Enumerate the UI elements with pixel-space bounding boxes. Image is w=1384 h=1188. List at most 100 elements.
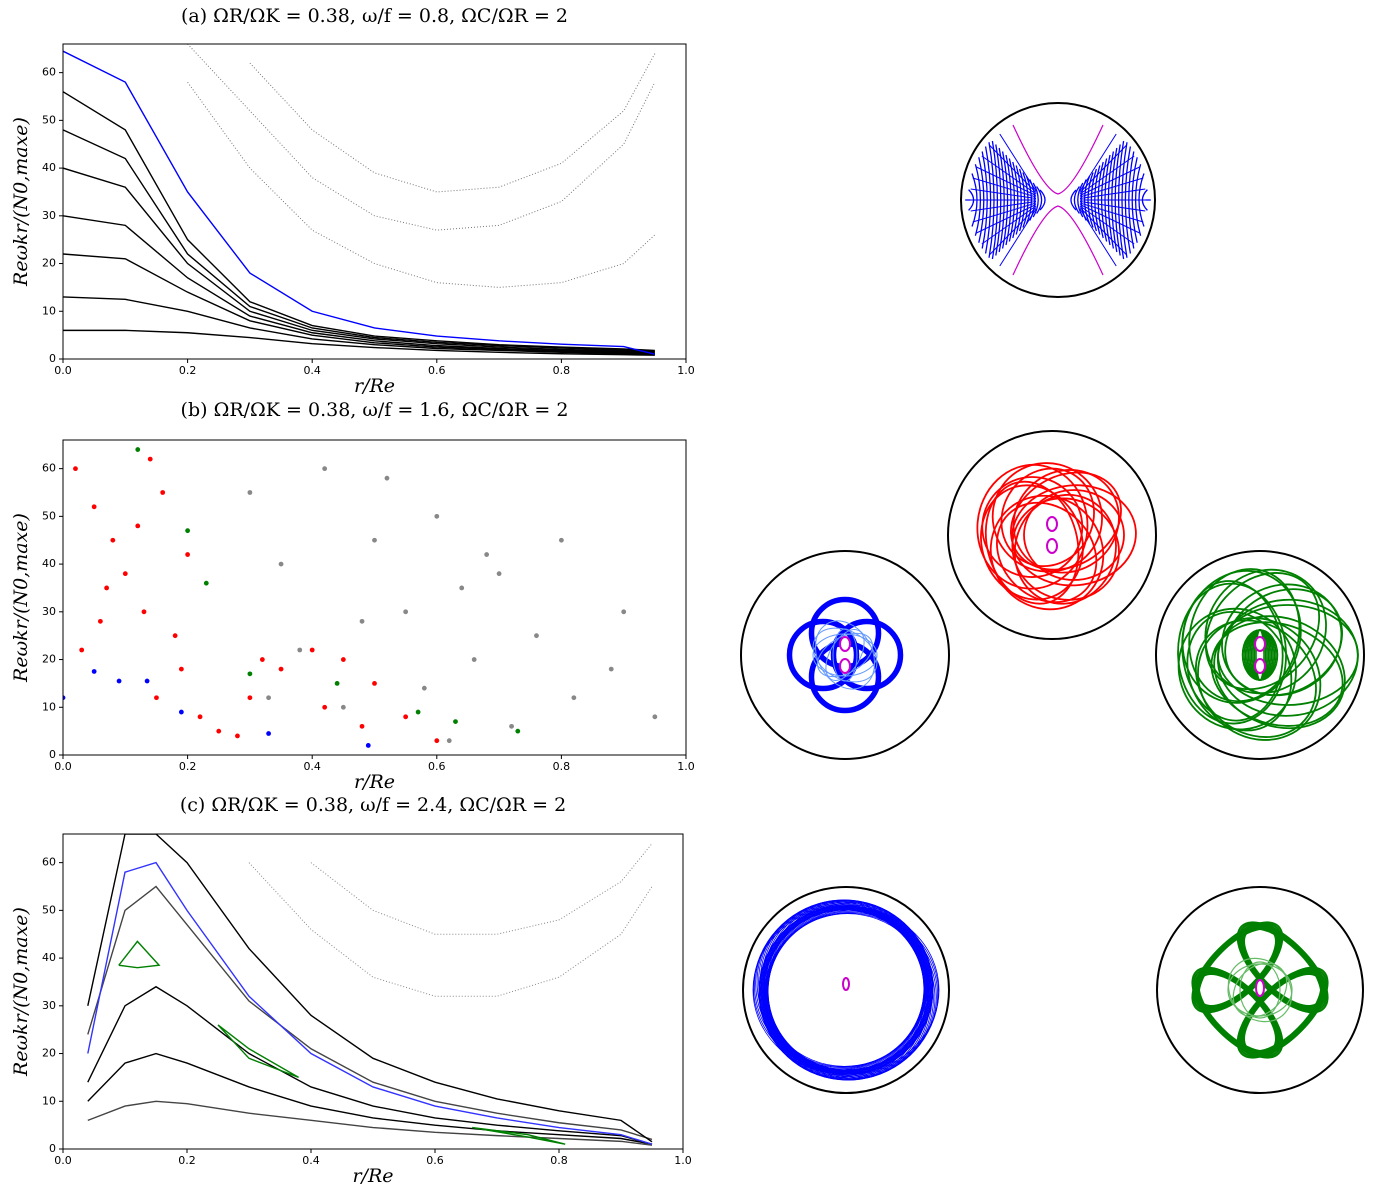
trajectory-line xyxy=(472,1126,566,1145)
caustic xyxy=(1057,124,1104,276)
section-point xyxy=(534,633,539,639)
ray xyxy=(999,133,1037,192)
ray xyxy=(1079,202,1144,223)
y-tick-label: 60 xyxy=(42,856,56,869)
ray-loop xyxy=(764,913,928,1067)
y-tick-label: 40 xyxy=(42,557,56,570)
ray xyxy=(972,177,1037,198)
y-axis-label: Reωkr/(N0,maxe) xyxy=(10,117,32,287)
ray xyxy=(1079,188,1146,199)
section-point xyxy=(403,714,409,720)
ray-bundle xyxy=(965,124,1151,276)
ray-loop xyxy=(1216,598,1359,717)
ray-loop xyxy=(1177,582,1287,725)
ray-loop xyxy=(1227,963,1293,1017)
trajectory-line xyxy=(87,861,653,1145)
section-point xyxy=(91,504,97,510)
section-point xyxy=(247,695,253,701)
section-point xyxy=(278,666,284,672)
ray-loop xyxy=(989,494,1105,611)
section-point xyxy=(135,447,141,452)
chart-title: (c) ΩR/ΩK = 0.38, ω/f = 2.4, ΩC/ΩR = 2 xyxy=(180,794,566,816)
ray-loop xyxy=(1210,621,1344,727)
section-point xyxy=(608,666,614,672)
trajectory-line xyxy=(63,50,656,355)
ray xyxy=(1079,177,1144,198)
section-point xyxy=(110,537,116,543)
y-tick-label: 50 xyxy=(42,903,56,916)
ray-bundle xyxy=(752,899,940,1081)
x-tick-label: 0.0 xyxy=(54,1154,72,1167)
trajectory-line xyxy=(118,940,161,969)
ray-loop xyxy=(1181,580,1284,722)
trajectory-line xyxy=(63,329,655,356)
trajectory-line xyxy=(87,1100,653,1146)
core xyxy=(839,658,851,674)
section-point xyxy=(79,647,85,653)
core xyxy=(839,636,851,652)
x-tick-label: 0.8 xyxy=(553,760,571,773)
core xyxy=(1046,516,1058,532)
x-tick-label: 0.6 xyxy=(426,1154,444,1167)
x-tick-label: 0.6 xyxy=(428,760,446,773)
section-point xyxy=(453,719,458,724)
y-tick-label: 20 xyxy=(42,257,56,270)
x-tick-label: 1.0 xyxy=(677,364,695,377)
trajectory-line xyxy=(249,53,656,193)
ray xyxy=(1036,186,1043,214)
ray-loop xyxy=(976,463,1089,590)
x-tick-label: 0.4 xyxy=(303,364,321,377)
ray xyxy=(1079,204,1140,234)
core xyxy=(1046,538,1058,554)
section-point xyxy=(359,723,365,729)
x-tick-label: 0.8 xyxy=(550,1154,568,1167)
section-point xyxy=(216,728,222,734)
trajectory-line xyxy=(87,1052,653,1145)
trajectory-line xyxy=(63,215,655,354)
trajectory-line xyxy=(248,862,653,997)
x-tick-label: 1.0 xyxy=(674,1154,692,1167)
section-point xyxy=(266,695,271,701)
chart-title: (a) ΩR/ΩK = 0.38, ω/f = 0.8, ΩC/ΩR = 2 xyxy=(181,5,568,27)
section-point xyxy=(97,618,103,624)
ray-bundle xyxy=(976,462,1137,611)
ray-loop xyxy=(1224,588,1343,696)
y-axis-label: Reωkr/(N0,maxe) xyxy=(10,907,32,1077)
section-point xyxy=(340,657,346,662)
section-point xyxy=(135,523,141,529)
x-tick-label: 0.2 xyxy=(178,1154,196,1167)
section-point xyxy=(266,731,271,736)
y-tick-label: 60 xyxy=(42,462,56,475)
ray xyxy=(972,202,1037,223)
ray xyxy=(1079,144,1128,193)
cavity-boundary xyxy=(960,102,1156,298)
section-point xyxy=(384,475,390,481)
section-point xyxy=(178,666,184,672)
ray-loop xyxy=(812,627,878,683)
ray xyxy=(988,207,1037,256)
ray xyxy=(976,204,1037,234)
chart-title: (b) ΩR/ΩK = 0.38, ω/f = 1.6, ΩC/ΩR = 2 xyxy=(181,399,569,421)
ray-loop xyxy=(1241,926,1324,1009)
cavity-boundary xyxy=(742,886,950,1094)
y-tick-label: 0 xyxy=(49,352,56,365)
core xyxy=(1255,979,1265,997)
plot-area xyxy=(63,447,658,748)
y-tick-label: 20 xyxy=(42,1047,56,1060)
y-tick-label: 30 xyxy=(42,999,56,1012)
y-tick-label: 10 xyxy=(42,1094,56,1107)
core xyxy=(842,977,850,991)
cavity-boundary xyxy=(1155,550,1365,760)
x-tick-label: 0.2 xyxy=(179,760,197,773)
ray-loop xyxy=(1000,467,1095,568)
y-tick-label: 20 xyxy=(42,653,56,666)
section-point xyxy=(471,657,477,662)
section-point xyxy=(446,738,452,744)
plot-frame xyxy=(62,43,687,360)
section-point xyxy=(359,618,365,624)
x-tick-label: 1.0 xyxy=(677,760,695,773)
cavity-boundary xyxy=(947,430,1157,640)
ray-loop xyxy=(1238,923,1327,1012)
ray-loop xyxy=(1012,469,1120,574)
trajectory-line xyxy=(63,91,655,352)
